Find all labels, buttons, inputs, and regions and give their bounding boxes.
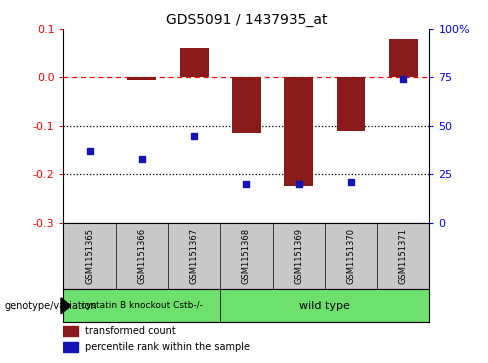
Text: cystatin B knockout Cstb-/-: cystatin B knockout Cstb-/-: [81, 301, 203, 310]
Bar: [389, 39, 418, 77]
Bar: [220, 289, 429, 322]
Bar: [127, 77, 156, 80]
Point: [295, 181, 303, 187]
Bar: [63, 326, 78, 336]
Point: [86, 148, 94, 154]
Point: [347, 179, 355, 185]
Bar: [63, 289, 220, 322]
Text: GSM1151370: GSM1151370: [346, 228, 356, 284]
Point: [190, 132, 198, 138]
Text: percentile rank within the sample: percentile rank within the sample: [85, 342, 250, 352]
Text: GSM1151367: GSM1151367: [190, 228, 199, 284]
Bar: [180, 48, 208, 77]
Text: genotype/variation: genotype/variation: [5, 301, 98, 311]
Text: GSM1151368: GSM1151368: [242, 228, 251, 284]
Polygon shape: [61, 298, 71, 314]
Text: GSM1151369: GSM1151369: [294, 228, 303, 284]
Bar: [232, 77, 261, 133]
Bar: [337, 77, 366, 131]
Text: transformed count: transformed count: [85, 326, 176, 336]
Bar: [63, 342, 78, 352]
Title: GDS5091 / 1437935_at: GDS5091 / 1437935_at: [166, 13, 327, 26]
Point: [138, 156, 146, 162]
Point: [399, 77, 407, 82]
Bar: [285, 77, 313, 186]
Point: [243, 181, 250, 187]
Text: GSM1151366: GSM1151366: [137, 228, 146, 284]
Text: GSM1151371: GSM1151371: [399, 228, 408, 284]
Text: GSM1151365: GSM1151365: [85, 228, 94, 284]
Text: wild type: wild type: [300, 301, 350, 311]
